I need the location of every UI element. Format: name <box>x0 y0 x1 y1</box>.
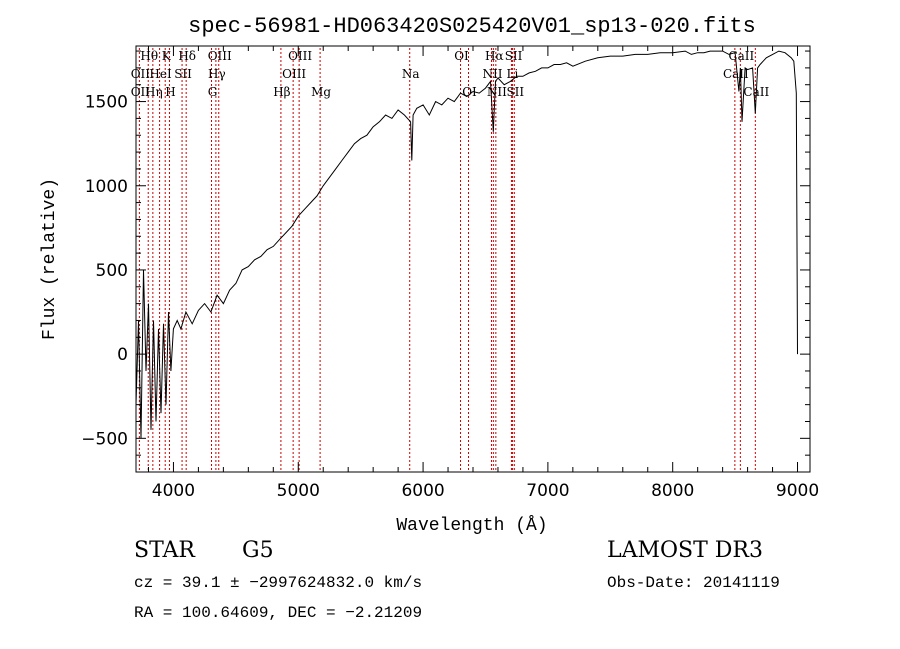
y-axis-label: Flux (relative) <box>40 178 60 340</box>
spectral-line-markers <box>138 48 756 472</box>
spectral-line-label: OII <box>131 67 151 81</box>
spectral-line-label: Na <box>402 67 420 81</box>
y-tick-label: 0 <box>117 345 128 365</box>
spectral-line-label: OIII <box>282 67 306 81</box>
star-class: STAR <box>134 538 195 563</box>
y-tick-label: 500 <box>96 261 128 281</box>
spectral-line-label: Hδ <box>178 49 196 63</box>
y-tick-label: 1000 <box>85 177 128 197</box>
spectral-line-label: Hθ <box>140 49 158 63</box>
x-tick-label: 8000 <box>651 481 694 501</box>
star-subclass: G5 <box>242 538 274 563</box>
spectral-line-label: CaII <box>728 49 754 63</box>
plot-frame <box>135 45 811 473</box>
redshift-value: cz = 39.1 ± −2997624832.0 km/s <box>134 574 423 592</box>
spectral-line-label: HeI <box>149 67 172 81</box>
spectral-line-label: NII <box>487 85 507 99</box>
spectral-line-label: SII <box>174 67 192 81</box>
spectral-line-label: NII <box>482 67 502 81</box>
spectral-line-label: Hα <box>485 49 504 63</box>
coordinates: RA = 100.64609, DEC = −2.21209 <box>134 604 423 622</box>
spectral-line-label: OII <box>131 85 151 99</box>
spectral-line-labels: Hθ OII OII K HeI Hη SII H Hδ OIII Hγ G Hβ OIII OIII Mg N… <box>131 49 770 99</box>
y-axis-ticks: −500 0 500 1000 1500 <box>81 50 810 456</box>
x-axis-ticks: 4000 5000 6000 7000 8000 9000 <box>147 46 819 501</box>
spectral-line-label: Hγ <box>208 67 226 81</box>
spectral-line-label: K <box>162 49 172 63</box>
spectral-line-label: Hβ <box>273 85 290 99</box>
y-tick-label: 1500 <box>85 93 128 113</box>
x-tick-label: 9000 <box>776 481 819 501</box>
spectral-line-label: H <box>165 85 175 99</box>
x-tick-label: 6000 <box>401 481 444 501</box>
spectral-line-label: SII <box>505 49 523 63</box>
spectral-line-label: G <box>208 85 218 99</box>
x-tick-label: 7000 <box>526 481 569 501</box>
spectral-line-label: SII <box>506 85 524 99</box>
spectral-line-label: Mg <box>311 85 331 99</box>
spectral-line-label: OIII <box>288 49 312 63</box>
survey-name: LAMOST DR3 <box>607 538 763 563</box>
spectral-line-label: OI <box>454 49 469 63</box>
spectral-line-label: OIII <box>208 49 232 63</box>
observation-date: Obs-Date: 20141119 <box>607 574 780 592</box>
chart-title: spec-56981-HD063420S025420V01_sp13-020.f… <box>188 14 756 39</box>
x-axis-label: Wavelength (Å) <box>396 515 547 536</box>
spectrum-line <box>135 50 798 439</box>
spectral-line-label: Li <box>507 67 519 81</box>
spectral-line-label: CaII <box>723 67 749 81</box>
x-tick-label: 5000 <box>277 481 320 501</box>
y-tick-label: −500 <box>81 429 128 449</box>
spectral-line-label: Hη <box>145 85 163 99</box>
x-tick-label: 4000 <box>152 481 195 501</box>
